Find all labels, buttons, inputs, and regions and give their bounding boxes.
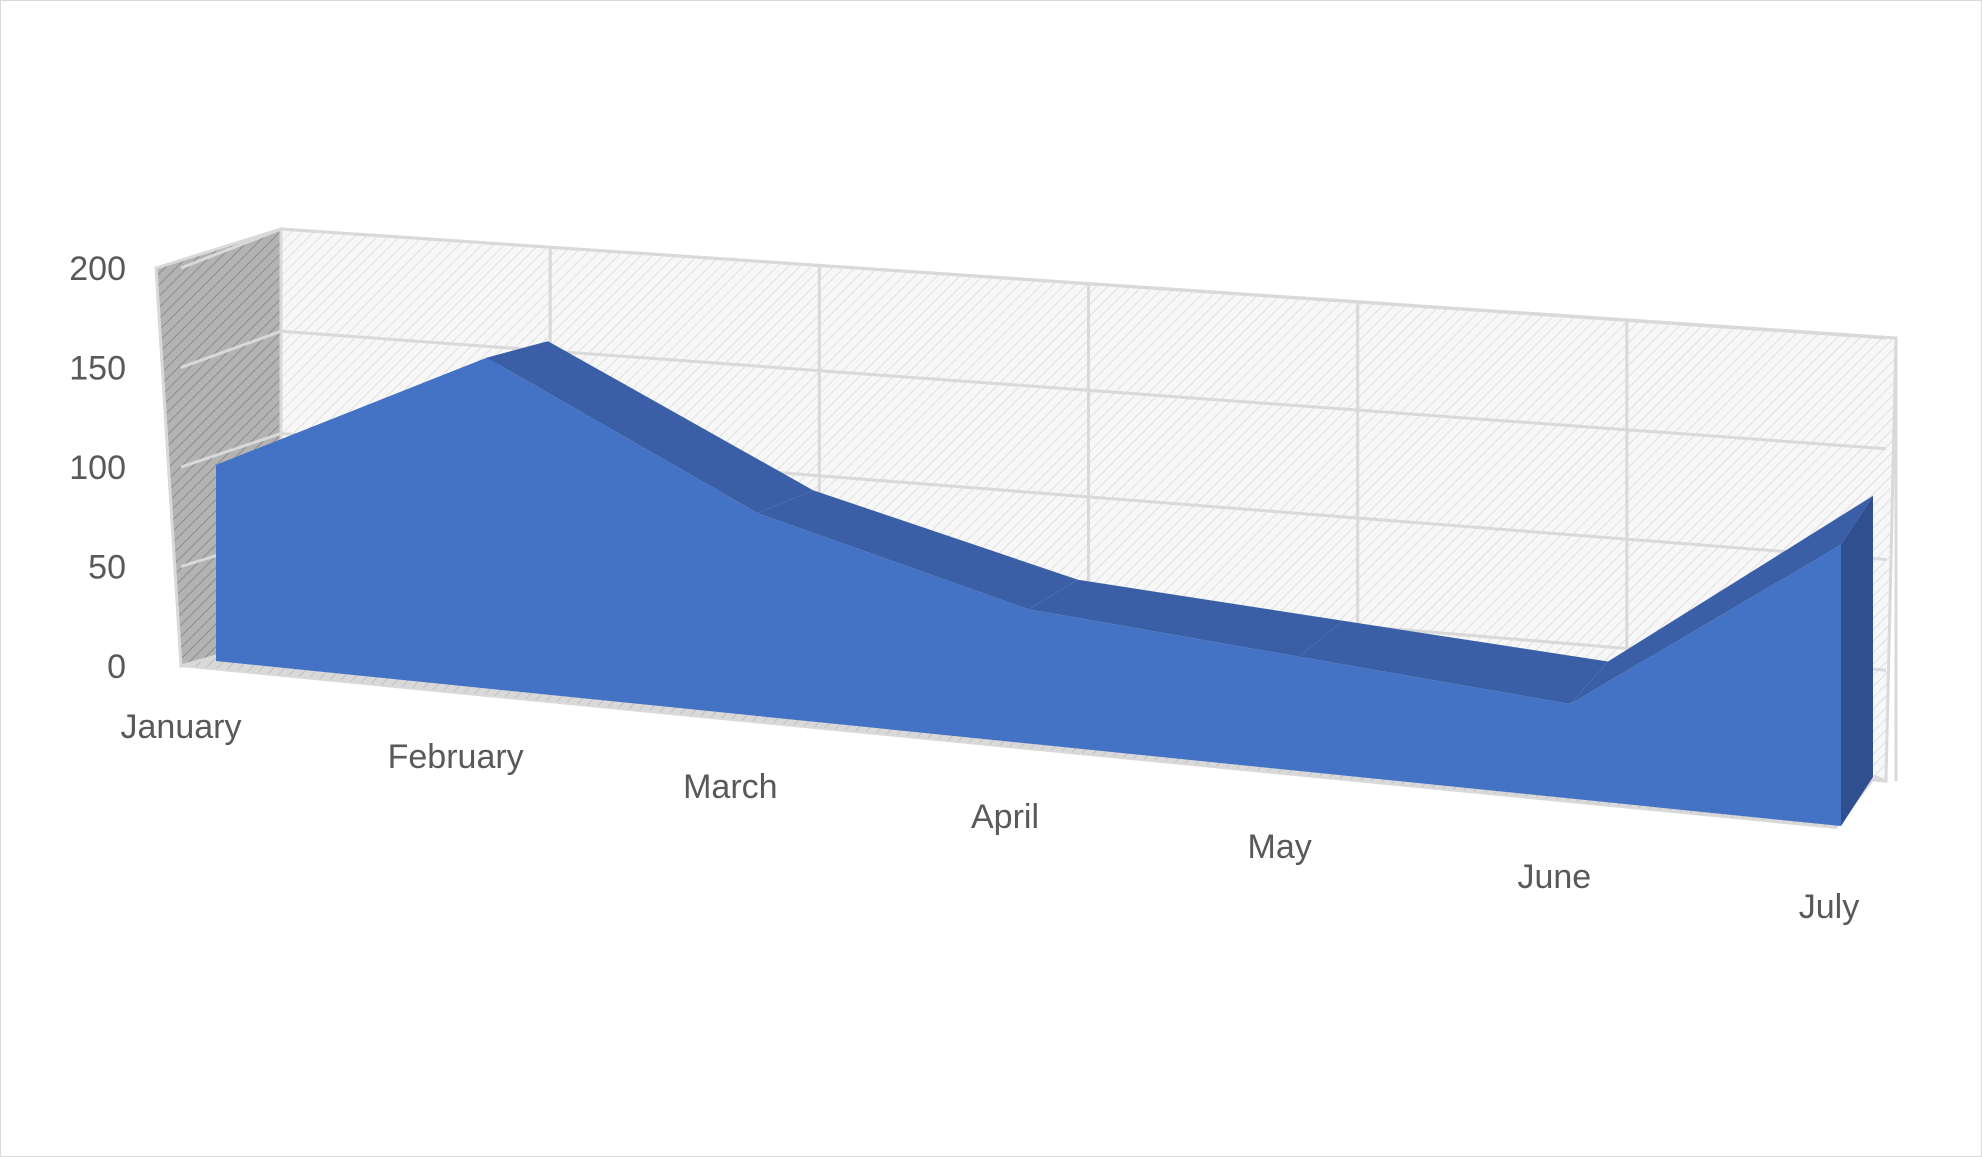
data-point <box>215 464 217 466</box>
x-tick-mark <box>1218 785 1238 800</box>
data-point <box>757 512 759 514</box>
data-point <box>1569 703 1571 705</box>
x-tick-mark <box>1488 812 1509 827</box>
x-tick-mark <box>947 757 967 772</box>
area-series <box>215 341 1873 826</box>
x-tick-mark <box>676 730 697 745</box>
area-top-segment <box>1299 620 1608 704</box>
data-point <box>1298 656 1300 658</box>
data-point <box>1028 608 1029 610</box>
area-top-segment <box>1028 579 1343 657</box>
x-tick-label: May <box>1248 828 1312 866</box>
x-tick-label: April <box>971 798 1039 836</box>
data-point <box>1840 544 1842 546</box>
x-axis-ticks: January February March April May June July <box>121 702 1859 926</box>
y-tick-label: 100 <box>69 449 126 487</box>
data-point <box>486 357 488 359</box>
gridline-side <box>180 432 282 469</box>
x-tick-mark <box>405 702 426 717</box>
y-tick-label: 150 <box>69 349 126 387</box>
x-tick-mark <box>1759 840 1780 855</box>
y-axis-ticks: 0 50 100 150 200 <box>69 250 126 686</box>
x-tick-label: January <box>121 708 242 746</box>
y-tick-label: 200 <box>69 250 126 288</box>
x-tick-label: February <box>388 738 524 776</box>
area-top-segment <box>757 490 1078 610</box>
x-tick-label: March <box>683 768 777 806</box>
x-tick-label: June <box>1517 858 1591 896</box>
area-top-segment <box>1570 495 1873 704</box>
y-tick-label: 50 <box>88 548 126 586</box>
gridline-side <box>180 329 282 369</box>
area-front-face <box>216 357 1841 826</box>
gridline-side <box>180 227 282 270</box>
y-tick-label: 0 <box>107 648 126 686</box>
area-top-segment <box>486 341 813 514</box>
area-side-face <box>1841 495 1873 826</box>
gridline-horizontal <box>280 227 1887 340</box>
x-tick-label: July <box>1799 888 1859 926</box>
